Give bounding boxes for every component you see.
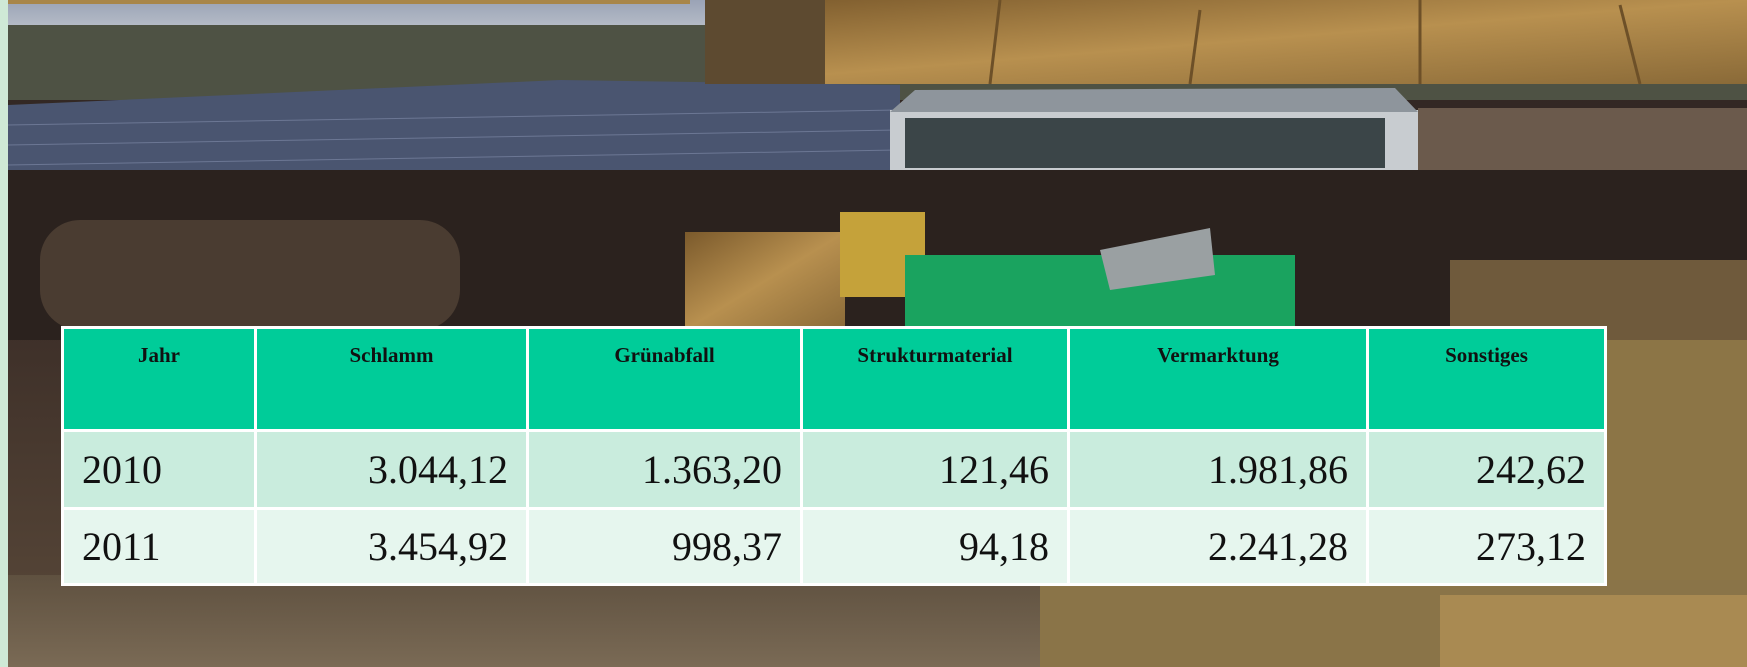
value-cell: 3.044,12: [256, 431, 528, 509]
value-cell: 273,12: [1368, 509, 1606, 585]
value-cell: 94,18: [802, 509, 1069, 585]
column-header: Jahr: [63, 328, 256, 431]
column-header: Sonstiges: [1368, 328, 1606, 431]
year-cell: 2010: [63, 431, 256, 509]
value-cell: 1.981,86: [1069, 431, 1368, 509]
value-cell: 242,62: [1368, 431, 1606, 509]
value-cell: 2.241,28: [1069, 509, 1368, 585]
value-cell: 998,37: [528, 509, 802, 585]
column-header: Grünabfall: [528, 328, 802, 431]
value-cell: 121,46: [802, 431, 1069, 509]
column-header: Vermarktung: [1069, 328, 1368, 431]
value-cell: 3.454,92: [256, 509, 528, 585]
column-header: Schlamm: [256, 328, 528, 431]
column-header: Strukturmaterial: [802, 328, 1069, 431]
year-cell: 2011: [63, 509, 256, 585]
value-cell: 1.363,20: [528, 431, 802, 509]
slide: JahrSchlammGrünabfallStrukturmaterialVer…: [0, 0, 1747, 667]
